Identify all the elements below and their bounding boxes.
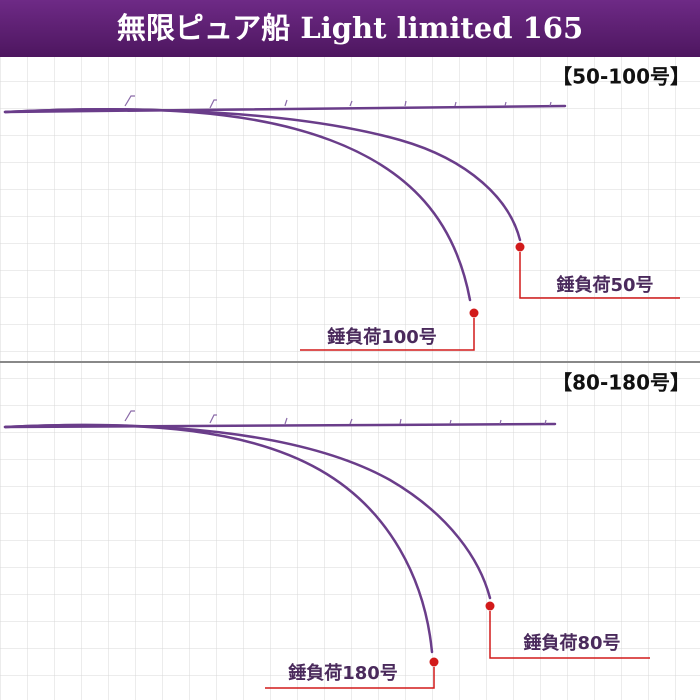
range-label: 【80-180号】 bbox=[552, 371, 690, 395]
weight bbox=[469, 308, 479, 318]
rod-bent bbox=[3, 423, 434, 654]
header-bar bbox=[0, 0, 700, 57]
rod-bent bbox=[3, 107, 472, 302]
rod-unloaded bbox=[3, 104, 567, 114]
range-label: 【50-100号】 bbox=[552, 65, 690, 89]
grid-background bbox=[0, 57, 700, 700]
load-label: 錘負荷80号 bbox=[523, 632, 620, 654]
rod-unloaded bbox=[3, 422, 557, 429]
load-label: 錘負荷100号 bbox=[327, 326, 437, 348]
rods bbox=[3, 95, 567, 302]
load-label: 錘負荷180号 bbox=[288, 662, 398, 684]
leader-line bbox=[489, 611, 650, 659]
leader-line bbox=[519, 252, 680, 299]
load-label: 錘負荷50号 bbox=[556, 274, 653, 296]
weight bbox=[515, 242, 525, 252]
leader-line bbox=[265, 667, 435, 689]
guides bbox=[124, 95, 552, 109]
weight bbox=[429, 657, 439, 667]
leader-line bbox=[300, 318, 475, 351]
weight bbox=[485, 601, 495, 611]
rods bbox=[3, 410, 557, 654]
guides bbox=[124, 410, 547, 425]
title: 無限ピュア船 Light limited 165 bbox=[117, 11, 583, 45]
